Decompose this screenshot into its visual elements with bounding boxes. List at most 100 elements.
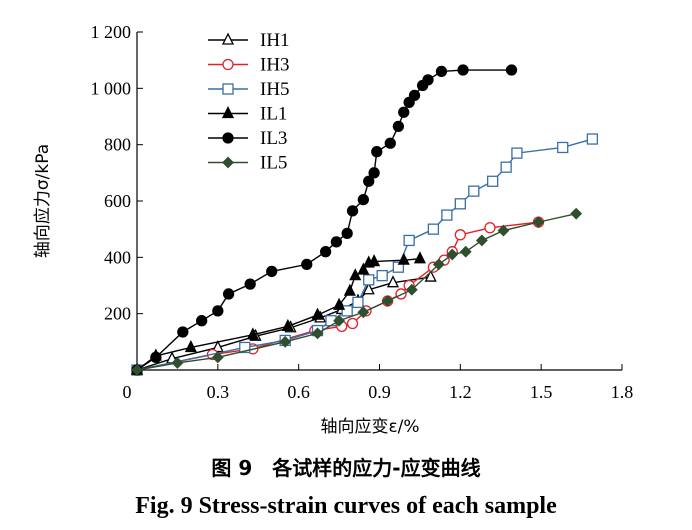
data-point-il5 [432,258,445,271]
data-point-il5 [446,248,459,261]
data-point-il3 [384,137,396,149]
data-point-il3 [371,146,383,158]
data-point-il5 [459,245,472,258]
y-tick-label: 800 [104,135,131,155]
data-point-ih5 [427,223,440,235]
data-point-il3 [398,106,410,118]
legend-item-il5: IL5 [208,153,287,174]
legend-marker-ih3 [222,58,234,71]
data-point-il5 [333,314,346,327]
data-point-ih5 [376,269,388,282]
data-point-il1 [281,318,294,331]
figure-caption-chinese: 图 9 各试样的应力-应变曲线 [211,456,481,480]
data-point-il3 [341,227,353,240]
legend-label-il3: IL3 [260,128,287,149]
data-point-il3 [150,351,162,363]
data-point-il5 [279,335,292,348]
data-point-ih5 [363,274,375,286]
y-tick-label: 600 [104,191,131,211]
data-point-il3 [435,65,448,78]
data-point-ih5 [454,198,466,210]
data-point-ih3 [346,317,359,330]
data-point-ih5 [586,133,599,145]
data-point-il1 [184,340,197,353]
data-point-il3 [330,236,343,248]
legend-item-ih1: IH1 [208,30,290,51]
data-point-il3 [457,64,469,76]
data-point-ih3 [454,229,466,241]
legend-item-il1: IL1 [208,104,287,125]
data-point-ih5 [487,175,499,187]
data-point-ih5 [341,305,353,317]
data-point-il5 [171,357,184,369]
data-point-ih1 [424,269,437,282]
data-point-il3 [408,89,421,102]
data-point-il3 [196,315,208,327]
legend-label-ih1: IH1 [260,30,290,51]
series-il5 [131,207,583,376]
data-point-ih3 [484,222,496,234]
legend-label-il1: IL1 [260,104,287,125]
data-point-il3 [212,305,224,317]
legend-marker-il5 [222,156,234,169]
y-tick-label: 400 [104,247,131,267]
data-point-il5 [570,207,583,220]
data-point-ih5 [500,161,512,173]
data-point-il5 [405,283,418,296]
data-point-il5 [475,234,488,247]
data-point-il1 [343,283,356,296]
data-point-il5 [497,224,510,237]
data-point-il5 [381,295,394,307]
data-point-il3 [392,120,405,133]
data-point-il5 [311,327,324,340]
legend-marker-ih1 [221,32,235,45]
data-point-il3 [319,246,332,258]
data-point-il1 [397,252,410,265]
data-point-il3 [301,258,313,271]
figure-caption-english: Fig. 9 Stress-strain curves of each samp… [135,493,557,519]
data-point-il3 [244,278,256,290]
legend-item-ih5: IH5 [208,79,290,100]
legend-marker-il1 [221,106,235,119]
series-il3 [131,64,518,376]
data-point-ih5 [511,147,523,159]
data-point-ih5 [557,141,569,154]
x-tick-label: 1.5 [530,382,553,402]
legend-item-ih3: IH3 [208,55,290,76]
data-point-il5 [357,306,370,319]
x-tick-label: 0.9 [368,382,391,402]
series-line-il5 [136,212,577,371]
data-point-il1 [246,327,259,340]
y-tick-label: 1 200 [91,22,132,42]
data-point-il3 [363,175,375,187]
x-tick-label: 1.2 [449,382,472,402]
x-tick-label: 0 [123,382,132,402]
legend-marker-il3 [222,132,234,144]
legend-marker-ih5 [222,83,234,95]
data-point-ih1 [386,275,400,288]
data-point-ih3 [395,288,407,300]
data-point-il3 [357,193,369,206]
data-point-ih5 [352,296,364,309]
data-point-il5 [532,216,545,229]
data-point-ih1 [362,282,375,295]
data-point-il3 [505,64,518,76]
data-point-il5 [211,351,224,364]
legend-label-ih5: IH5 [260,79,290,100]
series-line-ih5 [136,138,593,371]
x-tick-label: 1.8 [611,382,634,402]
legend-label-il5: IL5 [260,153,287,174]
series-ih5 [131,133,599,376]
data-point-il1 [333,297,346,310]
x-tick-label: 0.6 [287,382,310,402]
data-point-il1 [368,254,381,267]
data-point-ih5 [392,261,405,273]
data-point-il3 [222,288,235,300]
data-point-il5 [131,364,143,376]
data-point-ih5 [441,209,453,221]
data-point-il3 [368,167,380,179]
x-tick-label: 0.3 [207,382,230,402]
y-tick-label: 1 000 [91,78,132,98]
data-point-il1 [311,307,324,320]
